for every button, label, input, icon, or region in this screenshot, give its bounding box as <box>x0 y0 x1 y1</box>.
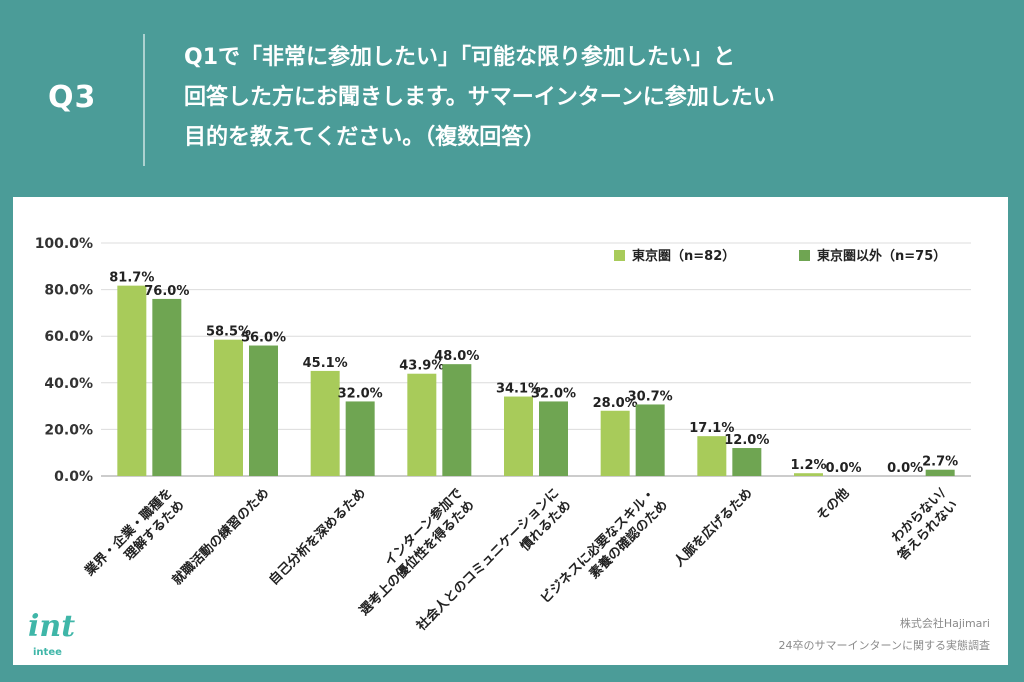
data-label: 12.0% <box>724 433 769 448</box>
category-label: 自己分析を深めるため <box>266 485 369 588</box>
data-label: 30.7% <box>628 389 673 404</box>
data-label: 32.0% <box>531 386 576 401</box>
intee-logo-mark: int <box>28 609 76 644</box>
category-label: 就職活動の練習のため <box>169 485 272 588</box>
question-line-2: 回答した方にお聞きします。サマーインターンに参加したい <box>184 85 775 110</box>
bar-tokyo <box>310 370 340 476</box>
legend-label: 東京圏以外（n=75） <box>817 248 946 264</box>
data-label: 0.0% <box>825 461 861 476</box>
bar-non-tokyo <box>925 469 955 476</box>
intee-logo-text: intee <box>33 647 62 658</box>
data-label: 45.1% <box>303 356 348 371</box>
header-divider <box>143 34 145 166</box>
data-label: 76.0% <box>144 284 189 299</box>
y-tick-label: 40.0% <box>44 376 93 392</box>
data-label: 28.0% <box>593 396 638 411</box>
source-title: 24卒のサマーインターンに関する実態調査 <box>778 639 990 652</box>
data-label: 0.0% <box>887 461 923 476</box>
bar-non-tokyo <box>249 345 278 476</box>
category-label-line: 選考上の優位性を得るため <box>356 497 478 619</box>
bar-tokyo <box>117 285 147 476</box>
data-label: 56.0% <box>241 331 286 346</box>
y-tick-label: 80.0% <box>44 283 93 299</box>
y-tick-label: 20.0% <box>44 422 93 438</box>
category-label-line: 就職活動の練習のため <box>169 485 272 588</box>
category-label-line: 人脈を広げるため <box>671 485 756 570</box>
bar-non-tokyo <box>635 404 665 476</box>
data-label: 48.0% <box>434 349 479 364</box>
question-line-1: Q1で「非常に参加したい」「可能な限り参加したい」と <box>184 45 736 70</box>
data-label: 32.0% <box>338 386 383 401</box>
data-label: 2.7% <box>922 455 958 470</box>
bar-tokyo <box>214 339 243 476</box>
bar-non-tokyo <box>732 448 762 476</box>
y-tick-label: 100.0% <box>35 236 93 252</box>
category-label: その他 <box>813 485 852 524</box>
bar-chart: 0.0% 20.0% 40.0% 60.0% 80.0% 100.0% 81.7%76.0%… <box>35 236 971 635</box>
bar-tokyo <box>407 373 437 476</box>
question-number: Q3 <box>48 80 97 115</box>
data-label: 1.2% <box>790 458 826 473</box>
category-label: 人脈を広げるため <box>671 485 756 570</box>
y-tick-label: 0.0% <box>54 469 93 485</box>
data-label: 58.5% <box>206 325 251 340</box>
y-tick-label: 60.0% <box>44 329 93 345</box>
question-text: Q1で「非常に参加したい」「可能な限り参加したい」と 回答した方にお聞きします。… <box>184 38 984 158</box>
bar-tokyo <box>504 396 533 476</box>
legend-swatch-non-tokyo <box>799 250 810 261</box>
bar-tokyo <box>697 436 727 476</box>
category-label-line: ビジネスに必要なスキル・ <box>537 485 659 607</box>
bar-tokyo <box>600 410 630 476</box>
data-label: 34.1% <box>496 382 541 397</box>
category-label-line: その他 <box>813 485 852 524</box>
chart-card: 0.0% 20.0% 40.0% 60.0% 80.0% 100.0% 81.7% 76.0%… <box>13 197 1008 665</box>
data-label: 43.9% <box>399 359 444 374</box>
bar-tokyo <box>794 473 823 476</box>
category-label-line: 自己分析を深めるため <box>266 485 369 588</box>
bar-non-tokyo <box>442 364 472 476</box>
bar-non-tokyo <box>345 401 375 476</box>
legend-label: 東京圏（n=82） <box>632 248 735 264</box>
question-line-3: 目的を教えてください。（複数回答） <box>184 125 546 150</box>
legend-swatch-tokyo <box>614 250 625 261</box>
bar-non-tokyo <box>152 298 182 476</box>
source-company: 株式会社Hajimari <box>899 617 990 630</box>
data-label: 81.7% <box>109 271 154 286</box>
category-label: わからない/答えられない <box>889 486 961 564</box>
data-label: 17.1% <box>689 421 734 436</box>
bar-non-tokyo <box>539 401 568 476</box>
